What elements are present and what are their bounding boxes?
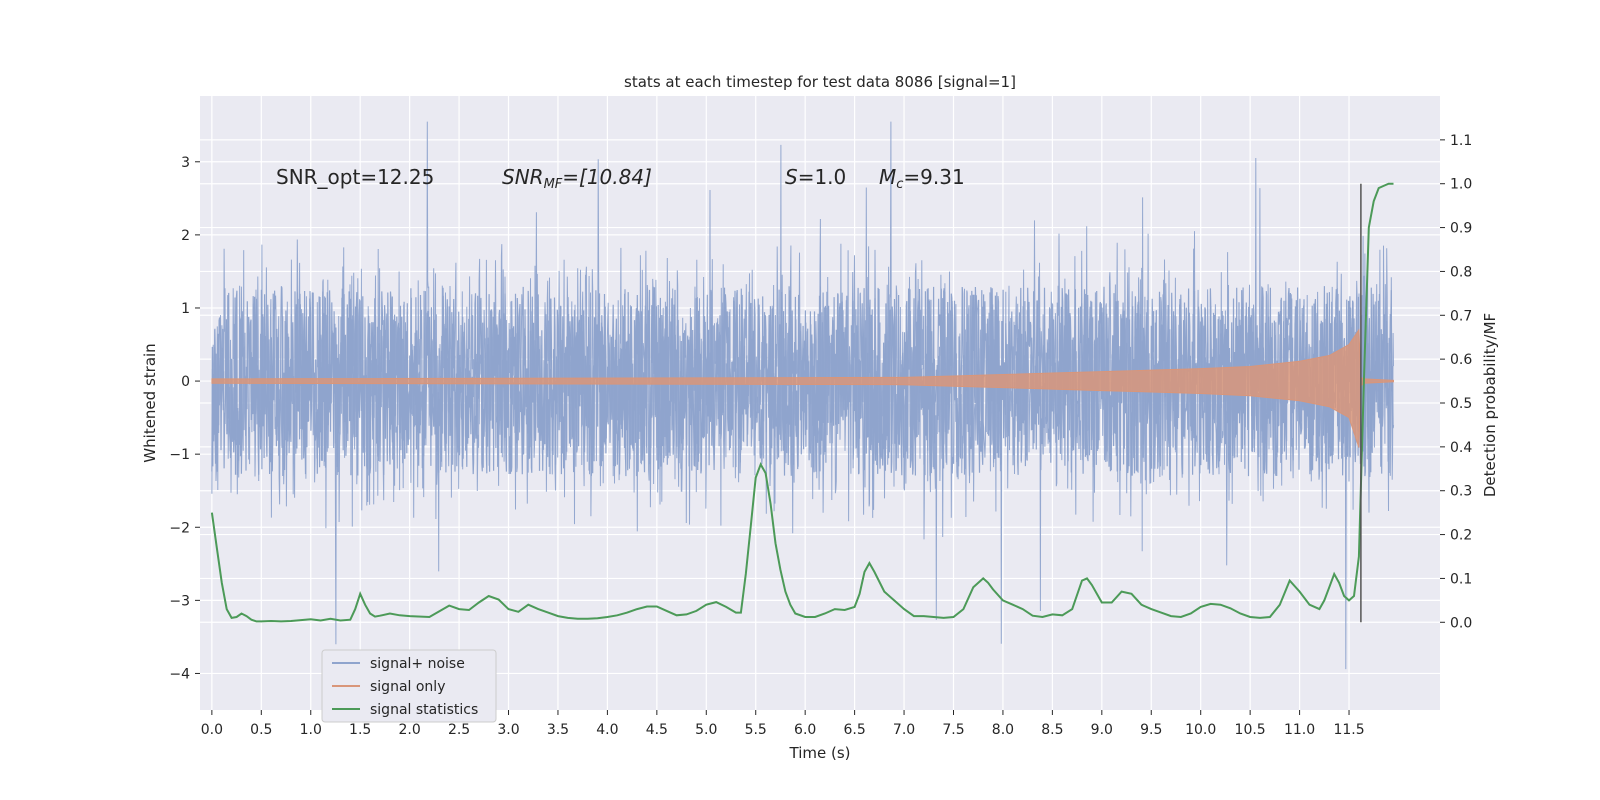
snr-mf-subscript: MF — [544, 177, 563, 192]
y-right-tick-label: 0.2 — [1450, 528, 1472, 544]
legend: signal+ noise signal only signal statist… — [321, 649, 497, 723]
y-left-axis-ticks: −4 −3 −2 −1 0 1 2 3 — [169, 155, 200, 682]
y-right-tick-label: 0.1 — [1450, 571, 1472, 587]
x-tick-label: 1.0 — [300, 722, 322, 738]
annotation-snr-opt: SNR_opt=12.25 — [276, 165, 434, 189]
legend-box — [321, 649, 497, 723]
x-tick-label: 4.0 — [596, 722, 618, 738]
y-right-tick-label: 0.3 — [1450, 484, 1472, 500]
snr-mf-value: =[10.84] — [562, 165, 652, 189]
legend-label-noise: signal+ noise — [370, 656, 465, 672]
y-left-tick-label: 1 — [181, 301, 190, 317]
chart-title: stats at each timestep for test data 808… — [624, 73, 1016, 91]
y-right-tick-label: 0.4 — [1450, 440, 1472, 456]
y-right-tick-label: 0.7 — [1450, 308, 1472, 324]
x-tick-label: 11.5 — [1333, 722, 1364, 738]
y-right-tick-label: 1.0 — [1450, 177, 1472, 193]
x-tick-label: 1.5 — [349, 722, 371, 738]
x-tick-label: 3.0 — [497, 722, 519, 738]
mc-symbol: M — [879, 165, 896, 189]
signal-statistics-line — [210, 182, 1394, 623]
y-right-tick-label: 0.9 — [1450, 221, 1472, 237]
x-tick-label: 4.5 — [646, 722, 668, 738]
x-tick-label: 11.0 — [1284, 722, 1315, 738]
snr-mf-symbol: SNR — [502, 165, 544, 189]
y-right-tick-label: 1.1 — [1450, 133, 1472, 149]
x-tick-label: 5.0 — [695, 722, 717, 738]
x-tick-label: 8.5 — [1041, 722, 1063, 738]
y-right-tick-label: 0.5 — [1450, 396, 1472, 412]
x-tick-label: 0.5 — [250, 722, 272, 738]
x-tick-label: 2.0 — [399, 722, 421, 738]
y-right-tick-label: 0.6 — [1450, 352, 1472, 368]
x-tick-label: 5.5 — [745, 722, 767, 738]
x-tick-label: 0.0 — [201, 722, 223, 738]
x-tick-label: 8.0 — [992, 722, 1014, 738]
legend-label-signal: signal only — [370, 679, 445, 695]
x-axis-ticks: 0.0 0.5 1.0 1.5 2.0 2.5 3.0 3.5 4.0 4.5 5.0 5.5 6.0 6… — [201, 710, 1365, 738]
x-tick-label: 3.5 — [547, 722, 569, 738]
annotation-s: S=1.0 — [785, 165, 846, 189]
annotation-snr-mf: SNRMF=[10.84] — [502, 165, 652, 192]
y-left-tick-label: 3 — [181, 155, 190, 171]
legend-label-stats: signal statistics — [370, 702, 478, 718]
x-tick-label: 2.5 — [448, 722, 470, 738]
mc-subscript: c — [896, 177, 903, 192]
x-tick-label: 6.5 — [843, 722, 865, 738]
x-tick-label: 7.5 — [942, 722, 964, 738]
y-left-tick-label: −3 — [169, 593, 190, 609]
y-right-axis-label: Detection probability/MF — [1481, 313, 1499, 497]
x-tick-label: 10.0 — [1185, 722, 1216, 738]
x-tick-label: 10.5 — [1235, 722, 1266, 738]
mc-value: =9.31 — [903, 165, 964, 189]
x-axis-label: Time (s) — [789, 744, 851, 762]
y-right-tick-label: 0.8 — [1450, 264, 1472, 280]
s-symbol: S — [785, 165, 798, 189]
y-right-axis-ticks: 0.0 0.1 0.2 0.3 0.4 0.5 0.6 0.7 0.8 0.9 1.0 1.1 — [1440, 133, 1472, 631]
y-left-tick-label: −1 — [169, 447, 190, 463]
signal-only-envelope — [211, 328, 1394, 448]
y-left-axis-label: Whitened strain — [141, 343, 159, 462]
y-left-tick-label: 0 — [181, 374, 190, 390]
signal-statistics-series — [210, 182, 1394, 623]
x-tick-label: 9.5 — [1140, 722, 1162, 738]
x-tick-label: 6.0 — [794, 722, 816, 738]
y-right-tick-label: 0.0 — [1450, 615, 1472, 631]
annotation-mc: Mc=9.31 — [879, 165, 965, 192]
y-left-tick-label: −2 — [169, 520, 190, 536]
x-tick-label: 7.0 — [893, 722, 915, 738]
x-tick-label: 9.0 — [1091, 722, 1113, 738]
signal-only-series — [211, 328, 1394, 448]
s-value: =1.0 — [798, 165, 847, 189]
y-left-tick-label: 2 — [181, 228, 190, 244]
y-left-tick-label: −4 — [169, 666, 190, 682]
